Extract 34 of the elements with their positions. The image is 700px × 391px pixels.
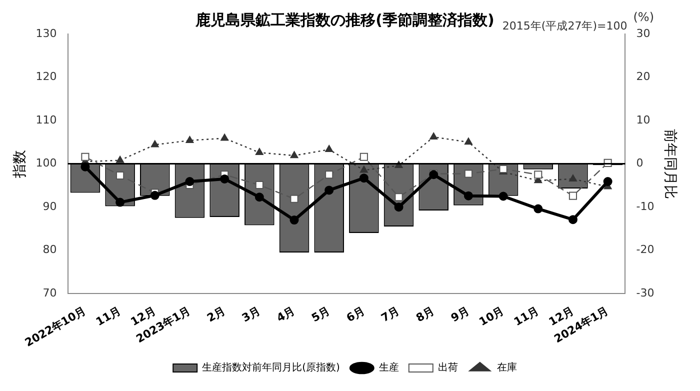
x-tick-label: 5月 xyxy=(309,304,332,325)
y2-tick-label: 30 xyxy=(636,26,650,40)
y2-tick-label: -10 xyxy=(636,200,654,213)
legend-label: 生産指数対前年同月比(原指数) xyxy=(202,362,340,374)
y-tick-label: 120 xyxy=(36,70,57,84)
y-tick-label: 80 xyxy=(42,243,57,256)
y-tick-label: 110 xyxy=(36,113,57,126)
y2-tick-label: -30 xyxy=(636,286,654,300)
y2-axis-title: 前年同月比 xyxy=(662,128,678,199)
x-tick-label: 4月 xyxy=(274,304,298,325)
text: (%) xyxy=(633,10,654,24)
y-tick-label: 70 xyxy=(42,286,57,300)
y2-tick-label: -20 xyxy=(636,243,654,256)
x-tick-label: 3月 xyxy=(240,304,262,325)
y2-tick-label: 0 xyxy=(636,156,644,170)
x-tick-label: 8月 xyxy=(414,304,437,325)
x-tick-label: 2月 xyxy=(204,304,228,325)
y2-tick-label: 20 xyxy=(636,70,650,84)
y-tick-label: 90 xyxy=(42,200,57,213)
x-tick-label: 11月 xyxy=(512,304,542,329)
y-tick-label: 130 xyxy=(36,26,57,40)
y-tick-label: 100 xyxy=(36,156,57,170)
chart-title: 鹿児島県鉱工業指数の推移(季節調整済指数) xyxy=(194,10,494,29)
y2-tick-label: 10 xyxy=(636,113,650,126)
legend-label: 生産 xyxy=(378,362,399,374)
x-tick-label: 11月 xyxy=(94,304,123,329)
x-tick-label: 6月 xyxy=(344,304,367,325)
x-tick-label: 10月 xyxy=(476,304,506,329)
legend-label: 出荷 xyxy=(438,362,458,374)
y-axis-title: 指数 xyxy=(12,150,28,179)
chart-subtitle: 2015年(平成27年)=100 xyxy=(502,19,628,32)
legend-label: 在庫 xyxy=(496,362,517,374)
x-tick-label: 7月 xyxy=(379,304,402,325)
x-tick-label: 9月 xyxy=(448,304,472,325)
